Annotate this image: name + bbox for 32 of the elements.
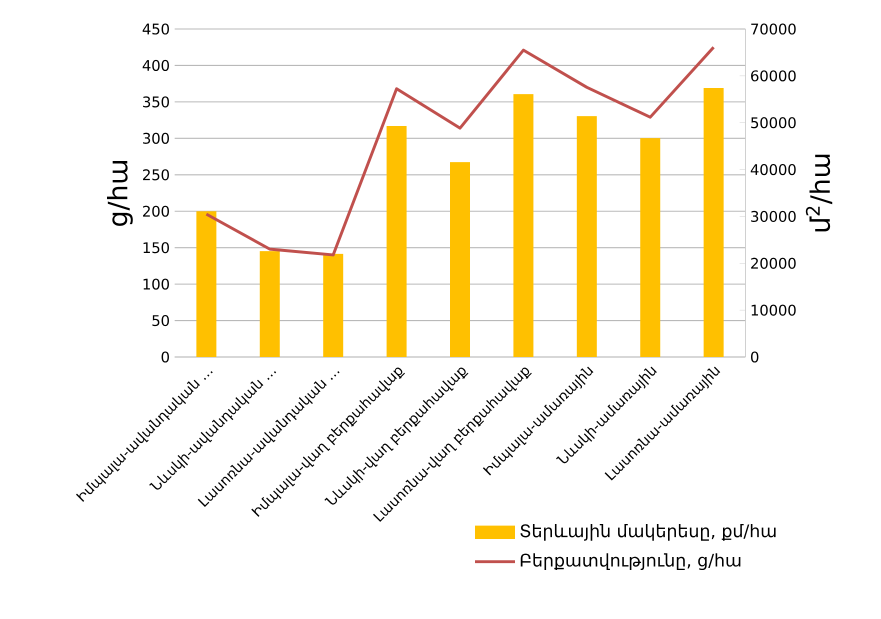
bar bbox=[323, 254, 344, 357]
y2-tick-label: 20000 bbox=[751, 258, 796, 269]
bar bbox=[386, 126, 407, 357]
y2-tick-label: 0 bbox=[751, 351, 758, 363]
y-tick-label: 350 bbox=[143, 96, 169, 108]
y-tick-label: 100 bbox=[144, 278, 169, 290]
y-tick-label: 50 bbox=[152, 315, 169, 326]
y2-tick-label: 30000 bbox=[751, 210, 796, 222]
bar bbox=[196, 211, 216, 357]
y-tick-label: 400 bbox=[142, 60, 169, 71]
y2-axis-title: մ$^{2}$/հա bbox=[806, 154, 832, 232]
y-tick-label: 300 bbox=[143, 132, 169, 144]
y2-tick-label: 70000 bbox=[751, 23, 796, 35]
bar bbox=[640, 138, 660, 357]
bar bbox=[260, 251, 280, 357]
y-tick-label: 150 bbox=[144, 242, 169, 254]
y-axis-title: ց/հա bbox=[107, 161, 133, 226]
bar bbox=[576, 116, 597, 357]
y-tick-label: 450 bbox=[142, 23, 169, 35]
bar bbox=[513, 94, 534, 357]
line-series bbox=[204, 46, 716, 256]
y2-tick-label: 50000 bbox=[751, 117, 796, 128]
y2-tick-label: 60000 bbox=[751, 70, 796, 82]
bar bbox=[450, 162, 470, 357]
y-tick-label: 250 bbox=[143, 169, 169, 180]
y2-tick-label: 40000 bbox=[750, 164, 796, 176]
legend-label: Բերքատվությունը, ց/հա bbox=[520, 553, 740, 570]
y-tick-label: 0 bbox=[162, 351, 169, 363]
y-tick-label: 200 bbox=[143, 206, 169, 217]
y2-tick-label: 10000 bbox=[752, 304, 796, 316]
bar bbox=[704, 88, 724, 357]
legend-label: Տերևային մակերեսը, քմ/հա bbox=[520, 524, 776, 541]
